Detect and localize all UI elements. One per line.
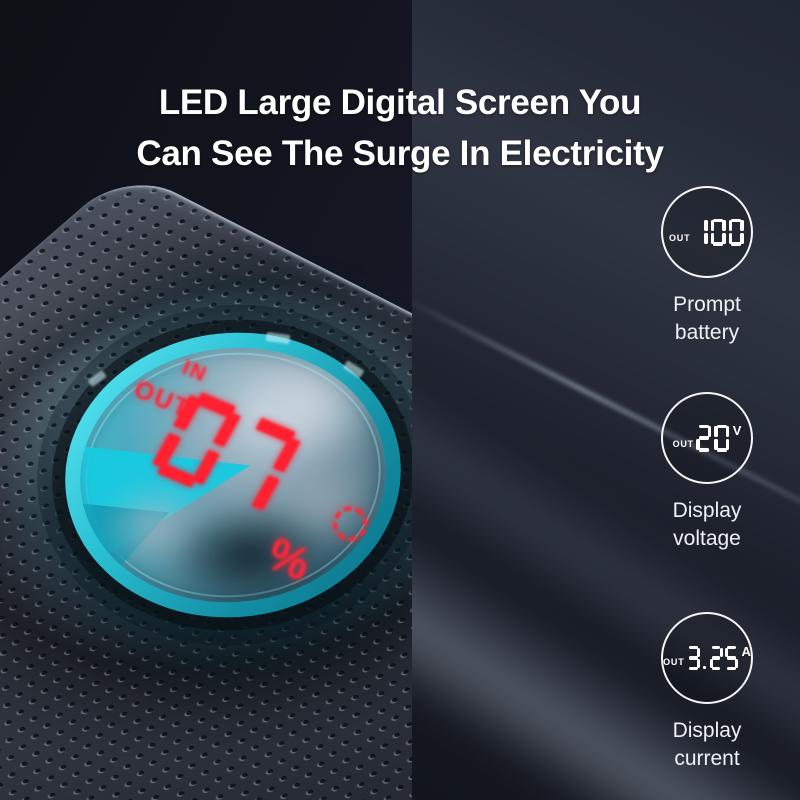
badge-voltage: OUT V Display voltage [635,392,779,553]
headline: LED Large Digital Screen You Can See The… [100,77,700,179]
out-prefix-label: OUT [668,232,691,243]
in-indicator-label: IN [178,355,211,387]
led-readout-battery: OUT [668,218,745,246]
led-readout-current: OUT A [663,644,751,670]
badge-label: Display current [635,717,779,773]
headline-line2: Can See The Surge In Electricity [136,134,664,174]
volt-unit: V [732,422,742,438]
badge-label-line1: Prompt [673,293,741,316]
badge-battery: OUT Prompt battery [635,186,779,347]
badge-label-line2: voltage [673,527,741,550]
out-prefix-label: OUT [672,438,694,449]
badge-label-line1: Display [672,719,742,742]
current-value [686,646,740,670]
battery-value [691,218,745,246]
badge-circle: OUT [661,186,753,278]
out-prefix-label: OUT [663,657,685,667]
badge-label: Prompt battery [635,291,779,347]
badge-current: OUT A Display current [635,612,779,773]
badge-circle: OUT A [661,612,753,704]
badge-circle: OUT V [661,392,753,484]
amp-unit: A [741,644,751,659]
badge-label-line2: current [674,747,740,770]
headline-line1: LED Large Digital Screen You [158,83,642,123]
led-readout-voltage: OUT V [672,422,742,452]
badge-label-line1: Display [672,499,742,522]
badge-label-line2: battery [674,321,740,344]
voltage-value [695,424,731,452]
badge-label: Display voltage [635,497,779,553]
